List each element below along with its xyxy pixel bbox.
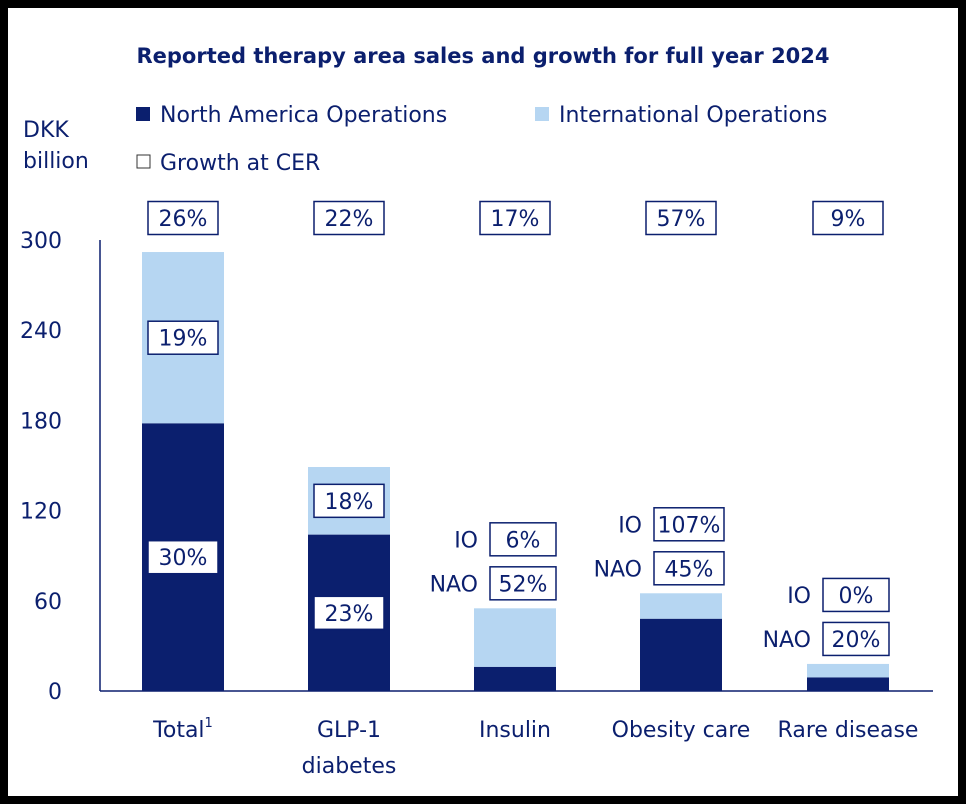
bar-nao-insulin (474, 666, 556, 691)
io-growth-insulin: 6% (506, 528, 541, 553)
io-growth-rare-disease-box (822, 577, 890, 613)
y-tick-label-0: 0 (48, 680, 62, 705)
bar-nao-rare-disease (807, 677, 889, 691)
bar-io-rare-disease (807, 663, 889, 678)
total-growth-rare-disease: 9% (831, 207, 866, 232)
legend-swatch-growth (136, 154, 151, 169)
io-growth-insulin-box (489, 522, 557, 557)
total-growth-obesity-care: 57% (657, 207, 706, 232)
bar-nao-obesity-care (640, 618, 722, 691)
chart-frame: Reported therapy area sales and growth f… (8, 8, 958, 796)
total-growth-total: 26% (159, 207, 208, 232)
nao-tag-insulin: NAO (430, 572, 478, 597)
nao-growth-insulin: 52% (499, 572, 548, 597)
total-growth-glp-1-box (313, 200, 385, 236)
legend-label-growth: Growth at CER (160, 151, 320, 176)
legend-label-nao: North America Operations (160, 103, 447, 128)
io-growth-total-box (147, 320, 219, 355)
y-axis-label-line2: billion (23, 149, 89, 174)
nao-tag-obesity-care: NAO (594, 557, 642, 582)
x-category-label-obesity-care: Obesity care (612, 718, 751, 743)
nao-tag-rare-disease: NAO (763, 628, 811, 653)
y-tick-label-300: 300 (20, 229, 62, 254)
y-tick-label-120: 120 (20, 500, 62, 525)
nao-growth-total: 30% (159, 546, 208, 571)
io-growth-obesity-care-box (653, 507, 725, 542)
io-growth-total: 19% (159, 327, 208, 352)
io-tag-rare-disease: IO (787, 584, 811, 609)
nao-growth-glp-1-box (313, 595, 385, 631)
y-axis-label-line1: DKK (23, 118, 69, 143)
legend-swatch-io (535, 107, 549, 121)
nao-growth-obesity-care: 45% (665, 557, 714, 582)
x-category-label-insulin: Insulin (479, 718, 551, 743)
total-growth-insulin-box (479, 200, 551, 236)
y-tick-label-180: 180 (20, 409, 62, 434)
x-category-label-total: Total1 (152, 716, 213, 743)
total-growth-rare-disease-box (812, 200, 884, 236)
bar-io-insulin (474, 608, 556, 667)
y-tick-label-60: 60 (34, 590, 62, 615)
io-growth-glp-1-box (313, 483, 385, 519)
nao-growth-rare-disease-box (822, 621, 890, 657)
io-growth-glp-1: 18% (325, 490, 374, 515)
chart-title: Reported therapy area sales and growth f… (136, 44, 830, 68)
io-growth-obesity-care: 107% (658, 513, 721, 538)
x-category-label-glp-1: GLP-1 (317, 718, 381, 743)
total-growth-obesity-care-box (645, 200, 717, 236)
nao-growth-rare-disease: 20% (832, 628, 881, 653)
nao-growth-total-box (147, 539, 219, 575)
footnote-marker: 1 (205, 716, 213, 731)
total-growth-insulin: 17% (491, 207, 540, 232)
legend-label-io: International Operations (559, 103, 827, 128)
nao-growth-insulin-box (489, 566, 557, 601)
io-tag-obesity-care: IO (618, 513, 642, 538)
bar-io-obesity-care (640, 593, 722, 619)
nao-growth-glp-1: 23% (325, 602, 374, 627)
nao-growth-obesity-care-box (653, 551, 725, 586)
stacked-bar-chart: DKK billion North America Operations Intern… (20, 103, 933, 779)
total-growth-total-box (147, 200, 219, 236)
io-tag-insulin: IO (454, 528, 478, 553)
legend-swatch-nao (136, 107, 150, 121)
y-tick-label-240: 240 (20, 319, 62, 344)
x-category-label-rare-disease: Rare disease (778, 718, 919, 743)
x-category-label2-glp-1: diabetes (302, 754, 397, 779)
total-growth-glp-1: 22% (325, 207, 374, 232)
io-growth-rare-disease: 0% (839, 584, 874, 609)
